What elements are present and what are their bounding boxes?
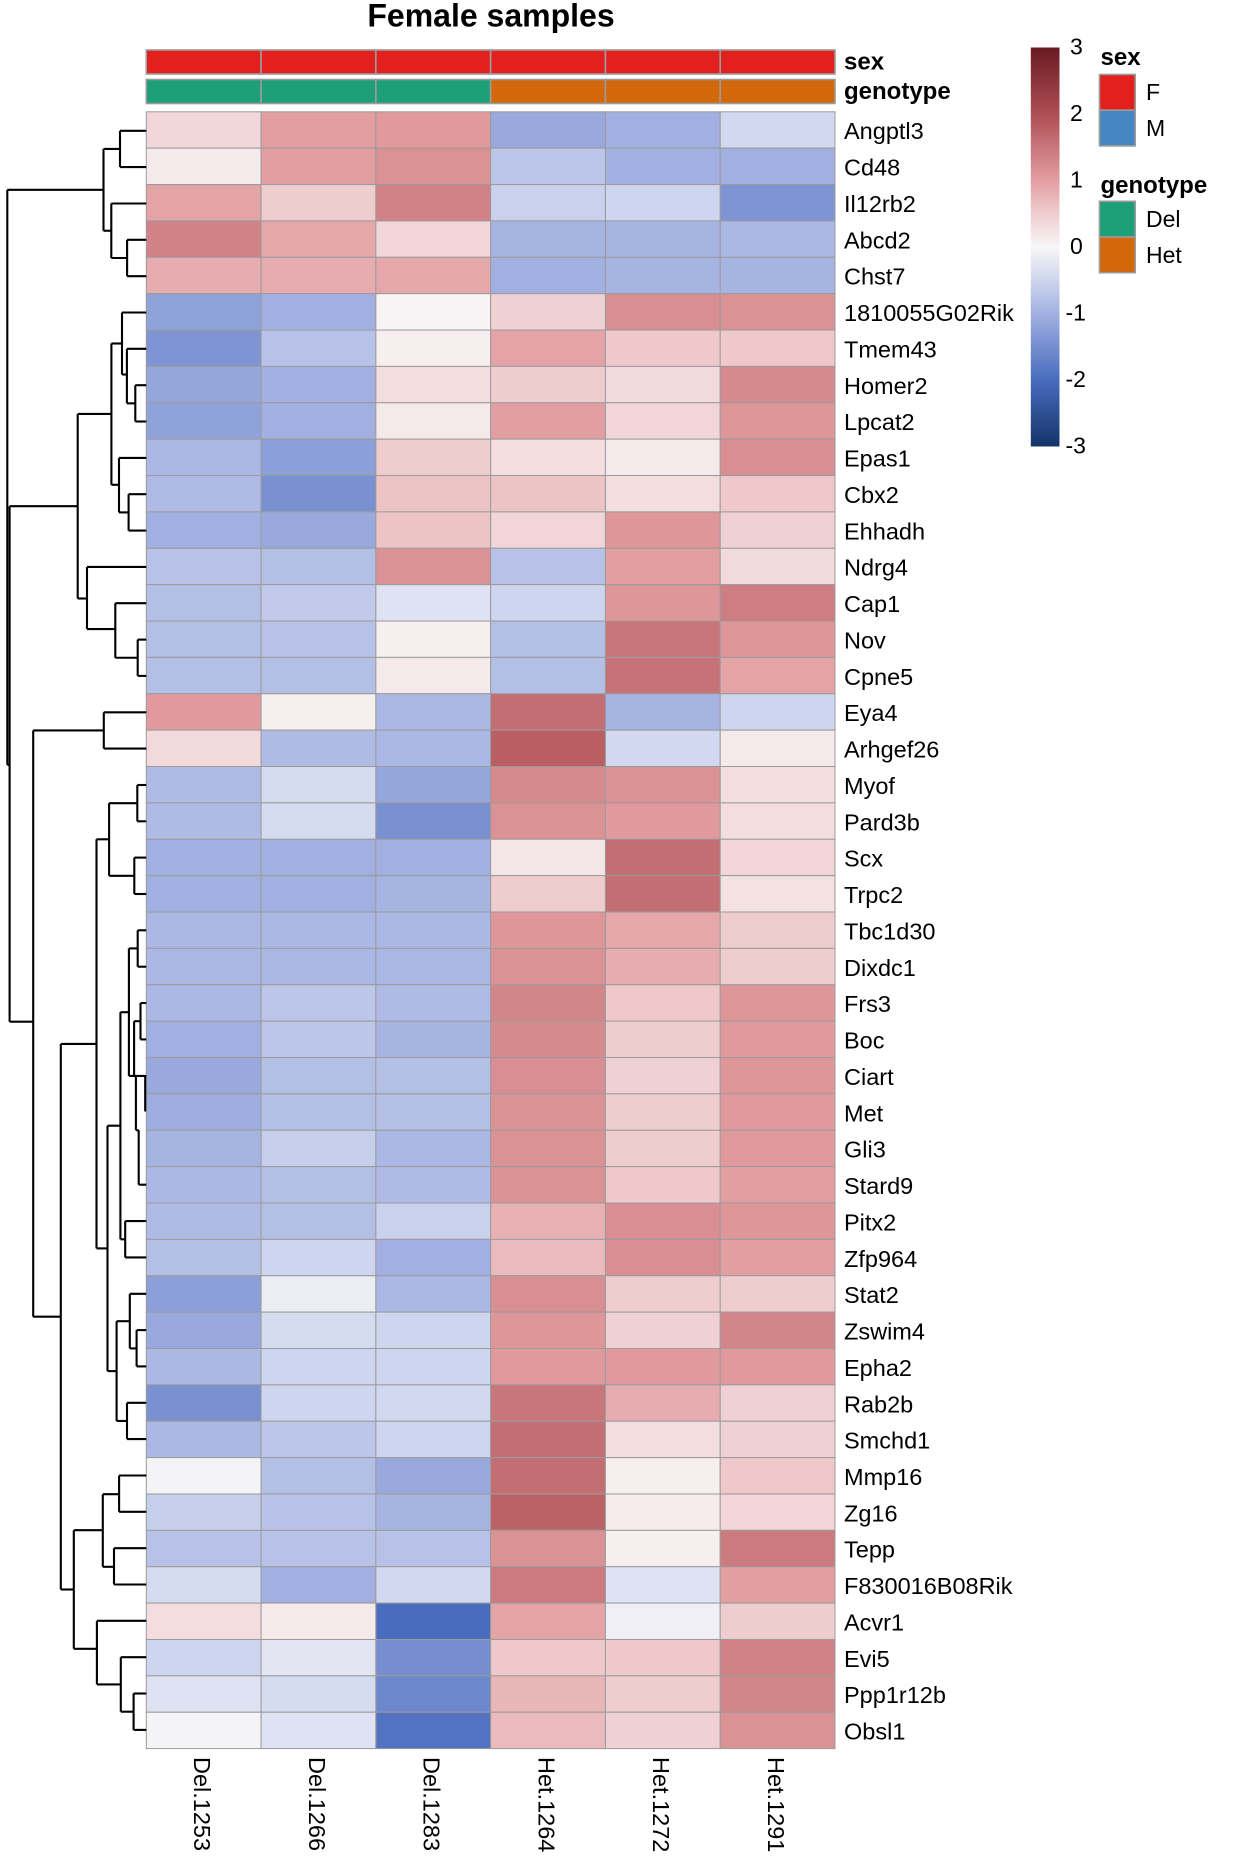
svg-text:Del.1266: Del.1266 <box>304 1757 330 1851</box>
svg-text:Arhgef26: Arhgef26 <box>844 737 939 763</box>
svg-text:Female samples: Female samples <box>367 0 614 34</box>
svg-text:Scx: Scx <box>844 846 883 872</box>
svg-text:M: M <box>1146 115 1165 141</box>
svg-text:2: 2 <box>1070 100 1083 126</box>
svg-text:Obsl1: Obsl1 <box>844 1719 905 1745</box>
svg-text:Boc: Boc <box>844 1028 885 1054</box>
svg-text:Del: Del <box>1146 206 1181 232</box>
svg-text:Frs3: Frs3 <box>844 991 891 1017</box>
svg-text:Il12rb2: Il12rb2 <box>844 191 916 217</box>
svg-text:Pard3b: Pard3b <box>844 809 920 835</box>
svg-text:Rab2b: Rab2b <box>844 1391 913 1417</box>
svg-text:Het: Het <box>1146 242 1182 268</box>
svg-text:Abcd2: Abcd2 <box>844 227 911 253</box>
svg-text:Eya4: Eya4 <box>844 700 898 726</box>
svg-text:Het.1264: Het.1264 <box>533 1757 559 1852</box>
svg-text:Tmem43: Tmem43 <box>844 336 937 362</box>
svg-text:Mmp16: Mmp16 <box>844 1464 922 1490</box>
svg-text:-2: -2 <box>1066 366 1086 392</box>
svg-text:Nov: Nov <box>844 627 886 653</box>
svg-text:0: 0 <box>1070 233 1083 259</box>
svg-text:Tepp: Tepp <box>844 1537 895 1563</box>
svg-text:Cbx2: Cbx2 <box>844 482 899 508</box>
svg-text:-1: -1 <box>1066 300 1086 326</box>
svg-text:genotype: genotype <box>1101 172 1208 199</box>
svg-text:3: 3 <box>1070 34 1083 60</box>
svg-text:Evi5: Evi5 <box>844 1646 890 1672</box>
svg-text:sex: sex <box>1101 44 1142 71</box>
svg-text:Lpcat2: Lpcat2 <box>844 409 915 435</box>
svg-text:Del.1283: Del.1283 <box>419 1757 445 1851</box>
svg-text:Homer2: Homer2 <box>844 373 928 399</box>
svg-text:Epas1: Epas1 <box>844 446 911 472</box>
svg-text:1810055G02Rik: 1810055G02Rik <box>844 300 1014 326</box>
svg-text:Tbc1d30: Tbc1d30 <box>844 918 935 944</box>
svg-text:F830016B08Rik: F830016B08Rik <box>844 1573 1013 1599</box>
svg-text:Myof: Myof <box>844 773 895 799</box>
svg-text:genotype: genotype <box>844 78 951 105</box>
svg-text:Ciart: Ciart <box>844 1064 894 1090</box>
svg-text:Pitx2: Pitx2 <box>844 1209 896 1235</box>
svg-text:Chst7: Chst7 <box>844 264 905 290</box>
svg-text:sex: sex <box>844 48 885 75</box>
svg-text:Smchd1: Smchd1 <box>844 1428 930 1454</box>
svg-text:Stat2: Stat2 <box>844 1282 899 1308</box>
svg-text:F: F <box>1146 79 1160 105</box>
svg-text:Ndrg4: Ndrg4 <box>844 555 908 581</box>
svg-text:Cap1: Cap1 <box>844 591 900 617</box>
svg-text:Het.1291: Het.1291 <box>763 1757 789 1852</box>
svg-text:1: 1 <box>1070 167 1083 193</box>
svg-text:Zg16: Zg16 <box>844 1500 898 1526</box>
svg-text:Stard9: Stard9 <box>844 1173 913 1199</box>
svg-text:Zswim4: Zswim4 <box>844 1319 925 1345</box>
svg-text:Cpne5: Cpne5 <box>844 664 913 690</box>
svg-text:Acvr1: Acvr1 <box>844 1610 904 1636</box>
svg-text:Trpc2: Trpc2 <box>844 882 903 908</box>
svg-text:Gli3: Gli3 <box>844 1137 886 1163</box>
svg-text:Met: Met <box>844 1100 884 1126</box>
svg-text:Ehhadh: Ehhadh <box>844 518 925 544</box>
svg-text:Zfp964: Zfp964 <box>844 1246 917 1272</box>
svg-text:Het.1272: Het.1272 <box>648 1757 674 1852</box>
svg-text:Cd48: Cd48 <box>844 155 900 181</box>
svg-text:-3: -3 <box>1066 433 1086 459</box>
svg-text:Angptl3: Angptl3 <box>844 118 924 144</box>
svg-text:Epha2: Epha2 <box>844 1355 912 1381</box>
svg-text:Del.1253: Del.1253 <box>189 1757 215 1851</box>
svg-text:Ppp1r12b: Ppp1r12b <box>844 1682 946 1708</box>
svg-text:Dixdc1: Dixdc1 <box>844 955 916 981</box>
